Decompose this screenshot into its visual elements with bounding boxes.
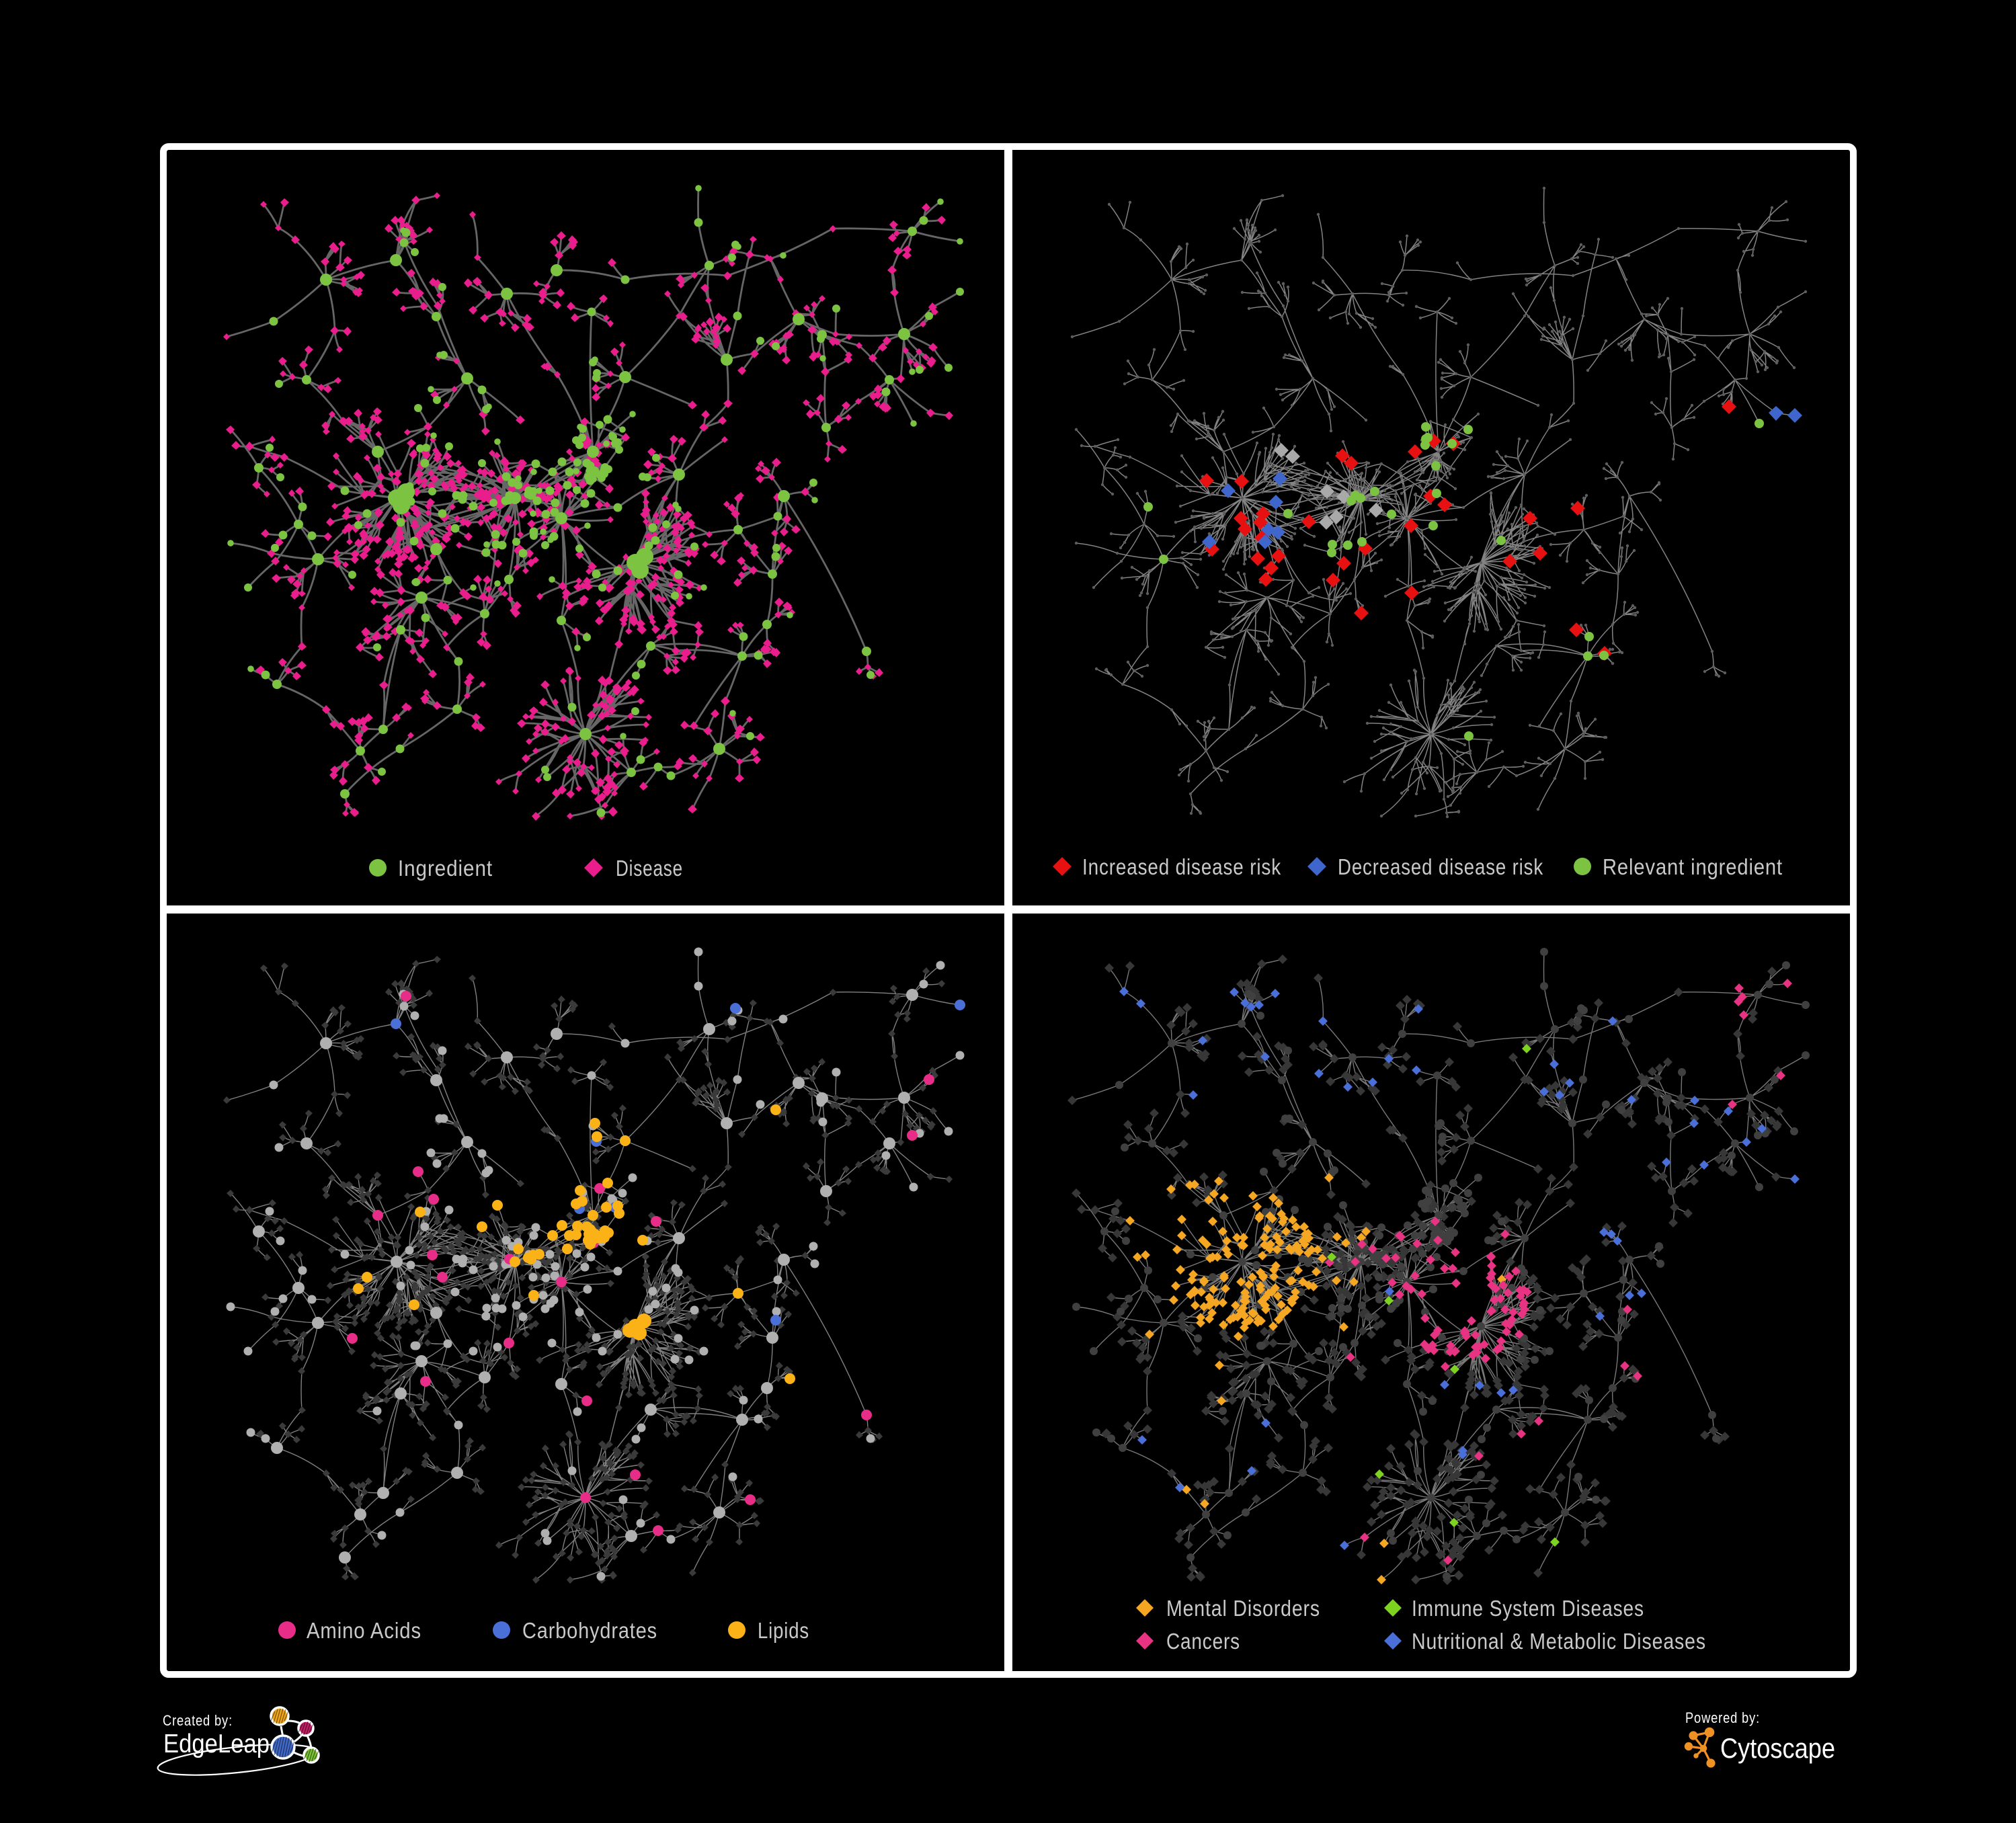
svg-text:Ingredient: Ingredient bbox=[398, 856, 493, 881]
svg-text:Created by:: Created by: bbox=[163, 1712, 233, 1729]
svg-text:Mental Disorders: Mental Disorders bbox=[1166, 1596, 1320, 1621]
svg-text:Relevant ingredient: Relevant ingredient bbox=[1603, 854, 1783, 879]
svg-text:Lipids: Lipids bbox=[758, 1618, 809, 1643]
svg-text:Cytoscape: Cytoscape bbox=[1720, 1732, 1835, 1764]
svg-text:EdgeLeap: EdgeLeap bbox=[163, 1730, 270, 1758]
svg-text:Nutritional & Metabolic Diseas: Nutritional & Metabolic Diseases bbox=[1412, 1629, 1706, 1654]
svg-text:Increased disease risk: Increased disease risk bbox=[1082, 854, 1281, 879]
svg-text:Decreased disease risk: Decreased disease risk bbox=[1338, 854, 1543, 879]
svg-text:Amino Acids: Amino Acids bbox=[307, 1618, 421, 1643]
svg-text:Carbohydrates: Carbohydrates bbox=[522, 1618, 657, 1643]
svg-text:Immune System Diseases: Immune System Diseases bbox=[1412, 1596, 1644, 1621]
svg-text:Powered by:: Powered by: bbox=[1685, 1709, 1760, 1726]
svg-text:Cancers: Cancers bbox=[1166, 1629, 1240, 1654]
svg-text:Disease: Disease bbox=[616, 856, 683, 881]
